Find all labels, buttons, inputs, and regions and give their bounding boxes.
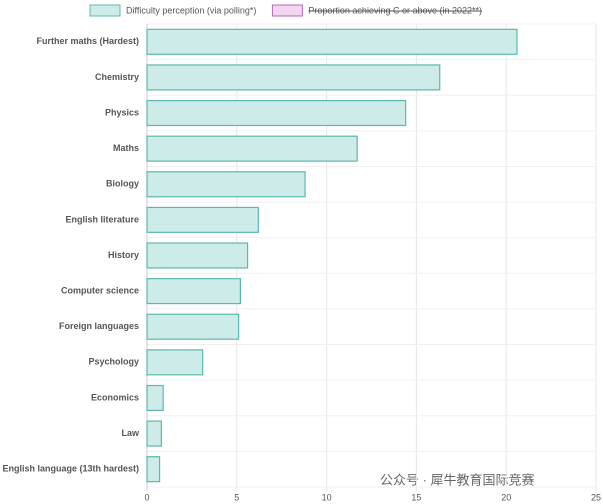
- bar: [146, 313, 240, 340]
- y-tick-label: Law: [121, 428, 140, 438]
- y-tick-label: Foreign languages: [59, 321, 139, 331]
- bar: [146, 242, 249, 269]
- bar: [146, 99, 407, 127]
- y-tick-label: English language (13th hardest): [2, 464, 139, 474]
- bar: [146, 278, 241, 305]
- y-tick-label: History: [108, 250, 139, 260]
- x-tick-label: 25: [591, 492, 601, 502]
- grid: [146, 23, 597, 491]
- x-tick-label: 5: [234, 492, 239, 502]
- bar: [146, 420, 162, 447]
- y-tick-label: Biology: [106, 179, 139, 189]
- bar: [146, 349, 204, 376]
- watermark: 公众号 · 犀牛教育国际竞赛: [380, 472, 535, 487]
- y-tick-label: Computer science: [61, 285, 139, 295]
- legend-swatch: [271, 4, 303, 17]
- bar: [146, 28, 518, 55]
- bar: [146, 206, 259, 233]
- x-tick-label: 20: [501, 492, 511, 502]
- bar: [146, 171, 306, 198]
- x-tick-label: 0: [144, 492, 149, 502]
- bar: [146, 135, 358, 162]
- x-tick-label: 10: [322, 492, 332, 502]
- y-tick-label: Economics: [91, 392, 139, 402]
- y-tick-label: Further maths (Hardest): [36, 36, 139, 46]
- y-tick-label: English literature: [65, 214, 139, 224]
- y-tick-label: Chemistry: [95, 72, 139, 82]
- legend-swatch: [89, 4, 121, 17]
- y-tick-label: Maths: [113, 143, 139, 153]
- bar: [146, 384, 164, 412]
- x-tick-label: 15: [411, 492, 421, 502]
- y-tick-label: Psychology: [88, 357, 139, 367]
- bar: [146, 64, 441, 91]
- legend-label: Difficulty perception (via polling*): [126, 5, 256, 15]
- bar: [146, 456, 161, 483]
- legend-label: Proportion achieving C or above (in 2022…: [308, 5, 482, 15]
- y-tick-label: Physics: [105, 107, 139, 117]
